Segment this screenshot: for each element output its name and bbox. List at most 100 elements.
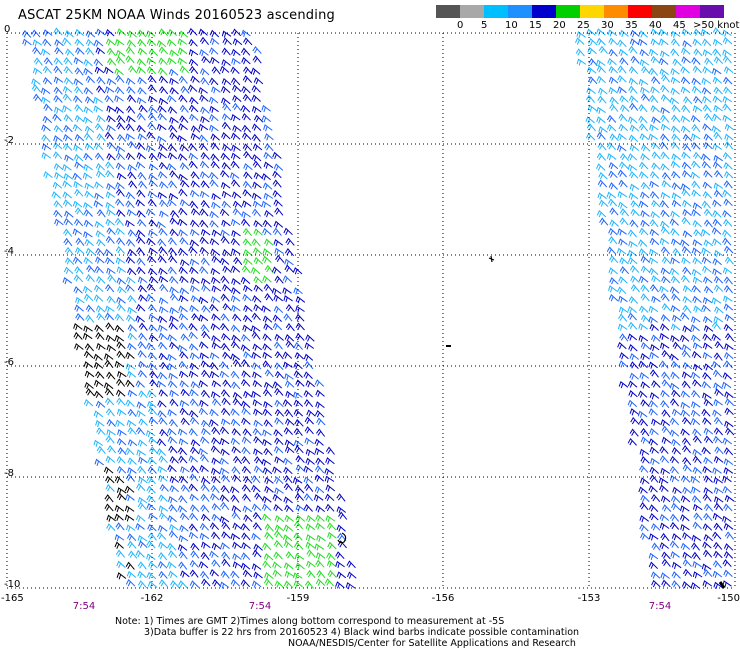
wind-barb [178,188,188,197]
wind-barb [617,86,627,94]
wind-barb [261,305,271,313]
wind-barb [105,218,115,226]
wind-barb [273,445,284,454]
wind-barb [617,74,627,83]
wind-barb [105,408,115,417]
wind-barb [242,189,252,197]
wind-barb [114,95,124,103]
wind-barb [272,322,283,331]
wind-barb [659,141,669,150]
wind-barb [650,86,660,94]
wind-barb [713,315,724,324]
wind-barb [629,170,639,179]
wind-barb [104,312,115,321]
wind-barb [672,58,682,67]
wind-barb [232,200,243,208]
wind-barb [251,154,262,162]
wind-barb [83,152,93,161]
wind-barb [243,249,253,257]
wind-barb [608,294,619,302]
wind-barb [211,467,221,475]
wind-barb [126,314,136,322]
wind-barb [220,275,230,284]
wind-barb [116,341,126,350]
wind-barb [169,116,179,124]
wind-barb [264,238,274,246]
wind-barb [180,417,190,426]
wind-barb [669,398,679,407]
wind-barb [148,163,159,171]
wind-barb [713,398,723,407]
wind-barb [303,504,313,512]
wind-barb [167,57,177,65]
wind-barb [137,350,147,359]
wind-barb [242,93,252,102]
wind-barb [639,161,649,170]
wind-barb [138,322,148,331]
wind-barb [627,153,638,161]
wind-barb [661,172,671,181]
wind-barb [198,314,209,322]
wind-barb [671,199,682,207]
wind-barb [306,409,316,417]
wind-barb [670,228,680,236]
wind-barb [95,256,105,264]
wind-barb [115,245,125,254]
wind-barb [723,198,733,207]
wind-barb [169,523,179,532]
wind-barb [651,542,661,551]
wind-barb [671,447,682,455]
wind-barb [692,560,702,569]
wind-barb [199,399,209,407]
wind-barb [607,29,618,37]
wind-barb [618,295,628,303]
wind-barb [232,561,243,569]
wind-barb [126,115,136,123]
wind-barb [198,561,209,569]
wind-barb [189,569,199,578]
wind-barb [628,85,638,94]
wind-barb [169,315,179,323]
wind-barb [251,105,262,114]
wind-barb [711,227,722,235]
wind-barb [721,381,732,389]
wind-barb [64,154,74,162]
wind-barb [648,485,658,493]
wind-barb [157,410,167,418]
wind-barb [127,30,137,38]
wind-barb [251,475,261,484]
wind-barb [148,333,159,342]
wind-barb [93,105,103,113]
wind-barb [96,238,106,247]
wind-barb [179,104,189,113]
wind-barb [199,160,210,169]
wind-barb [253,448,263,456]
wind-barb [253,284,263,292]
wind-barb [188,104,199,113]
wind-barb [33,93,43,102]
wind-barb [94,324,104,332]
wind-barb [630,200,640,208]
wind-barb [73,331,83,340]
wind-barb [585,116,595,124]
wind-barb [262,467,273,475]
wind-barb [201,305,211,313]
wind-barb [85,30,96,38]
wind-barb [74,38,84,47]
wind-barb [681,344,692,352]
wind-barb [252,295,262,303]
wind-barb [680,428,690,436]
wind-barb [105,475,115,484]
wind-barb [125,133,135,141]
wind-barb [137,38,147,47]
wind-barb [617,169,627,178]
wind-barb [691,209,701,217]
wind-barb [158,332,168,340]
wind-barb [692,379,702,387]
wind-barb [105,322,115,331]
wind-barb [713,352,723,361]
wind-barb [262,513,272,521]
wind-barb [125,152,136,161]
wind-barb [62,104,72,113]
wind-barb [651,162,661,171]
